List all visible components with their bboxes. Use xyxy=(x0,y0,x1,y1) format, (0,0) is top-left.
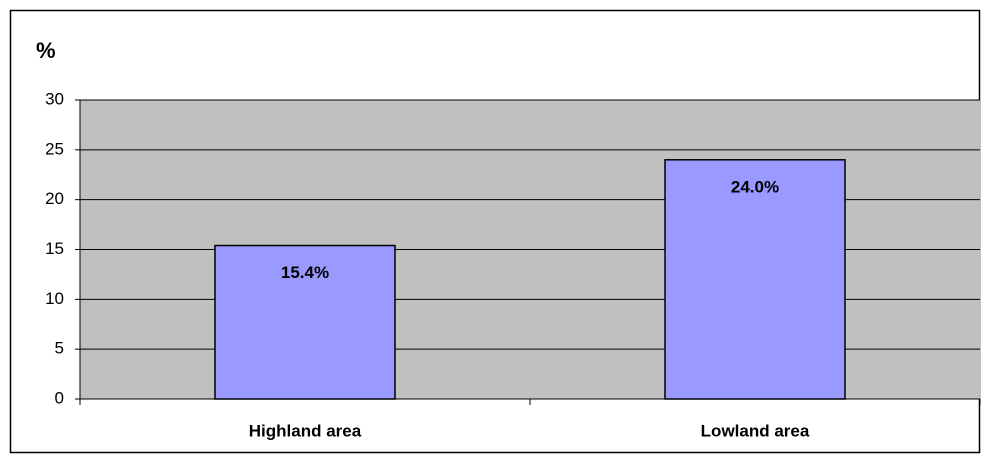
value-label: 24.0% xyxy=(731,177,779,196)
y-tick-label: 0 xyxy=(55,388,64,407)
y-tick-label: 15 xyxy=(45,239,64,258)
y-axis-label: % xyxy=(36,38,56,63)
y-tick-label: 10 xyxy=(45,289,64,308)
y-tick-label: 5 xyxy=(55,339,64,358)
y-tick-label: 30 xyxy=(45,89,64,108)
bar xyxy=(214,244,396,400)
y-tick-label: 20 xyxy=(45,189,64,208)
y-tick-label: 25 xyxy=(45,139,64,158)
x-tick-label: Lowland area xyxy=(701,421,810,440)
value-label: 15.4% xyxy=(281,263,329,282)
x-tick-label: Highland area xyxy=(249,421,362,440)
bar xyxy=(664,159,846,400)
